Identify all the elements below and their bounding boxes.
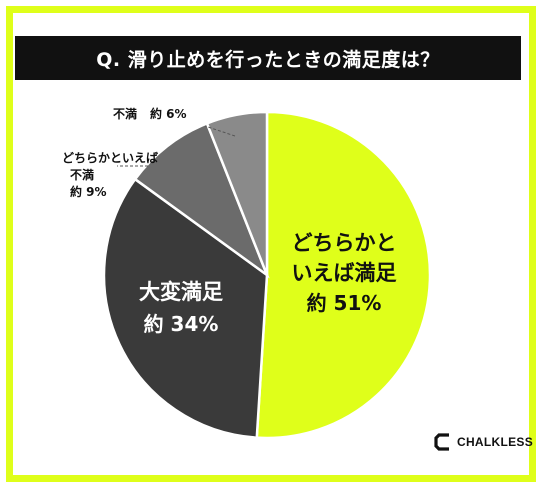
slice-1-value-label: 約 51% bbox=[307, 291, 382, 315]
slice-3-value-label: 約 9% bbox=[70, 184, 107, 199]
slice-1-label-line-1: どちらかと bbox=[292, 231, 397, 255]
pie-slice-2 bbox=[102, 177, 269, 440]
slice-3-label-line-1: どちらかといえば bbox=[62, 150, 158, 165]
slice-3-label-line-2: 不満 bbox=[70, 167, 94, 182]
brand-name: CHALKLESS bbox=[457, 435, 534, 449]
slice-2-label-line-1: 大変満足 bbox=[139, 280, 223, 304]
chart-title: Q. 滑り止めを行ったときの満足度は？ bbox=[96, 48, 440, 71]
pie-slice-3 bbox=[133, 121, 270, 279]
pie-slice-4 bbox=[205, 110, 269, 276]
pie-slice-1 bbox=[255, 110, 432, 440]
chalkless-logo-icon bbox=[434, 433, 449, 451]
slice-4-leader-line bbox=[204, 125, 236, 137]
slice-4-value-label: 約 6% bbox=[150, 106, 187, 121]
slice-1-label-line-2: いえば満足 bbox=[292, 261, 397, 285]
slice-4-label-line-1: 不満 bbox=[113, 106, 137, 121]
brand-logo: CHALKLESS bbox=[434, 433, 533, 451]
slice-2-value-label: 約 34% bbox=[144, 312, 219, 336]
chart-title-bar: Q. 滑り止めを行ったときの満足度は？ bbox=[15, 36, 521, 80]
